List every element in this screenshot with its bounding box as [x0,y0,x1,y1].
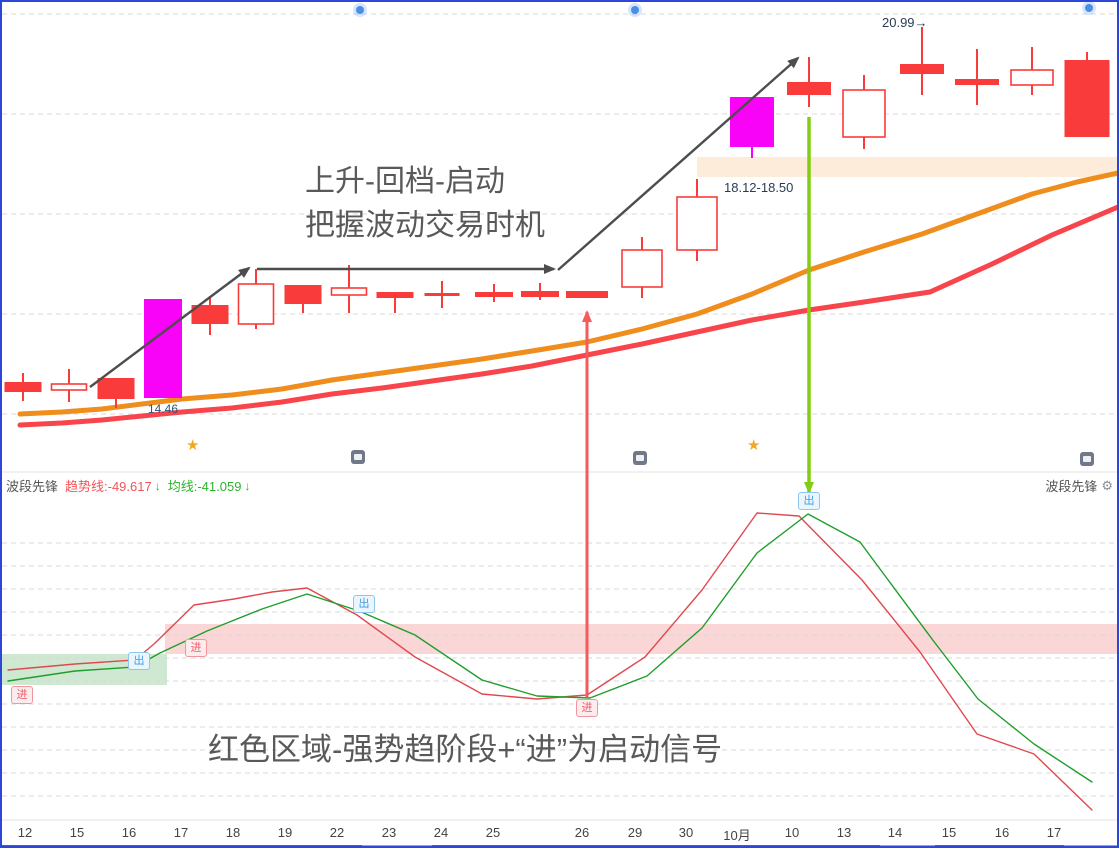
trend-arrow [557,56,800,271]
trend-annotation: 上升-回档-启动 把握波动交易时机 [305,160,545,248]
enter-signal-badge: 进 [576,699,598,717]
x-axis-label: 12 [17,825,33,840]
price-low-label: 14.46 [148,402,179,416]
candle-body [376,292,414,298]
candle-body [4,382,42,392]
x-axis-label: 16 [994,825,1010,840]
candle-body [955,79,999,85]
x-axis-label: 17 [173,825,189,840]
bottom-scrollbar-segment [1064,845,1117,846]
star-icon: ★ [747,437,761,454]
exit-signal-badge: 出 [798,492,820,510]
candle-body-hollow [1010,69,1054,86]
price-high-label: 20.99→ [882,15,928,30]
chart-marker-icon[interactable] [351,450,365,464]
enter-signal-badge: 进 [11,686,33,704]
candle-body [566,291,608,298]
candle-body [144,299,182,398]
star-icon: ★ [186,437,200,454]
x-axis-label: 14 [887,825,903,840]
x-axis-label: 13 [836,825,852,840]
ma-fast-line [17,170,1117,417]
price-range-label: 18.12-18.50 [724,180,794,195]
candle-body [730,97,774,147]
indicator-title: 波段先锋 [6,479,59,494]
x-axis-label: 26 [574,825,590,840]
indicator-ma-line [7,513,1093,783]
ma-slow-line [17,204,1117,428]
exit-signal-badge: 出 [353,595,375,613]
candle-body [787,82,831,95]
indicator-trend-line [7,512,1093,811]
gear-icon[interactable]: ⚙ [1101,477,1113,493]
indicator-title-right: 波段先锋 [1045,479,1098,494]
drawing-anchor-dot[interactable] [1085,4,1093,12]
candle-body [1064,60,1110,137]
trend-arrow [89,266,251,388]
candle-body [191,305,229,324]
candle-body-hollow [237,283,275,325]
x-axis-label: 29 [627,825,643,840]
trend-annotation-line2: 把握波动交易时机 [305,209,545,242]
down-arrow-icon: ↓ [154,478,161,493]
enter-signal-badge: 进 [185,639,207,657]
down-arrow-icon: ↓ [244,478,251,493]
drawing-anchor-dot[interactable] [631,6,639,14]
candle-body-hollow [621,249,663,288]
chart-marker-icon[interactable] [1080,452,1094,466]
indicator-header-right: 波段先锋 ⚙ [1045,476,1113,495]
candle-body [284,285,322,304]
chart-marker-icon[interactable] [633,451,647,465]
candle-body-hollow [676,196,718,251]
x-axis-label: 17 [1046,825,1062,840]
candle-body-hollow [50,383,88,391]
candle-body [97,378,135,399]
bottom-scrollbar-segment [880,845,935,846]
x-axis-label: 10 [784,825,800,840]
indicator-trend-value: 趋势线:-49.617 [65,479,152,494]
bottom-scrollbar [2,845,1117,846]
trend-annotation-line1: 上升-回档-启动 [305,165,505,198]
candle-body [521,291,559,297]
x-axis-label: 16 [121,825,137,840]
candle-body [475,292,513,297]
x-axis-label: 23 [381,825,397,840]
indicator-ma-value: 均线:-41.059 [167,479,242,494]
x-axis-label: 15 [69,825,85,840]
indicator-header: 波段先锋 趋势线:-49.617 ↓ 均线:-41.059 ↓ [6,476,250,495]
candle-body-hollow [842,89,886,138]
x-axis-label: 22 [329,825,345,840]
x-axis-label: 15 [941,825,957,840]
candle-body [900,64,944,74]
x-axis-label: 25 [485,825,501,840]
exit-signal-badge: 出 [128,652,150,670]
x-axis-label: 18 [225,825,241,840]
shaded-band [165,624,1117,654]
signal-annotation: 红色区域-强势趋阶段+“进”为启动信号 [208,732,723,767]
x-axis-label: 10月 [723,828,751,843]
candle-body [424,293,460,296]
drawing-anchor-dot[interactable] [356,6,364,14]
x-axis-label: 24 [433,825,449,840]
shaded-band [697,157,1117,177]
candle-body-hollow [330,287,368,296]
x-axis-label: 19 [277,825,293,840]
x-axis-label: 30 [678,825,694,840]
bottom-scrollbar-segment [362,845,432,846]
